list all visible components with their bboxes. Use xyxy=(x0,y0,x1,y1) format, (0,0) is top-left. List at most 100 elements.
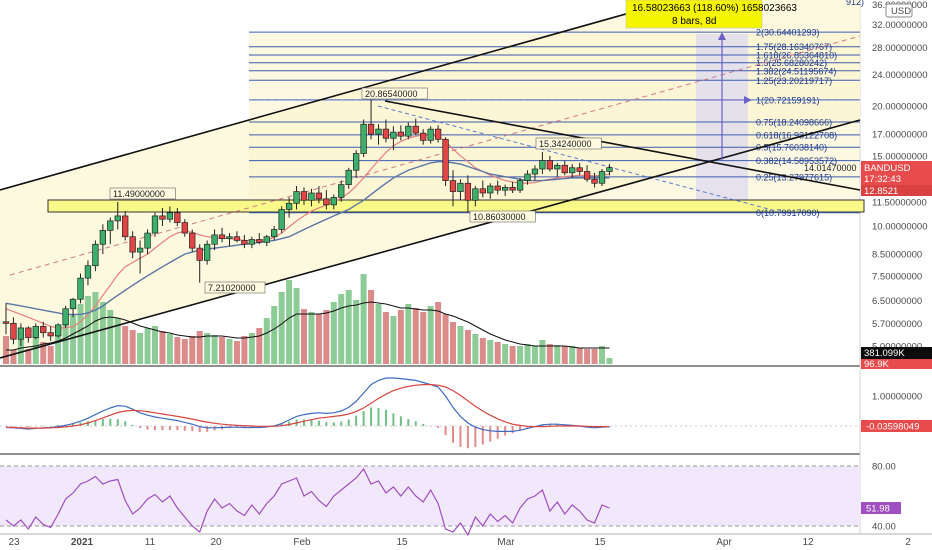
candle-down xyxy=(434,128,442,140)
low-label: 7.21020000 xyxy=(208,283,256,293)
candle-up xyxy=(248,239,256,245)
volume-bar xyxy=(92,292,99,364)
rsi-layer xyxy=(5,467,610,537)
fib-level-label: 0.5(15.76038140) xyxy=(756,143,827,153)
jan-high-label-box xyxy=(109,187,176,200)
candle-down xyxy=(40,326,47,334)
candle-up xyxy=(390,131,397,139)
volume-bar xyxy=(293,288,300,364)
volume-bar xyxy=(494,342,501,364)
price-tick-label: 11.50000000 xyxy=(872,197,927,208)
macd-hist-bar xyxy=(459,426,462,447)
fib-level-label: 1.382(24.51195674) xyxy=(756,66,836,76)
candle-down xyxy=(181,222,188,234)
fib-level-label: 1(20.72159191) xyxy=(756,95,820,105)
macd-hist-bar xyxy=(57,425,60,426)
price-tick-label: 24.00000000 xyxy=(872,70,927,81)
macd-hist-bar xyxy=(519,426,522,431)
volume-bar xyxy=(77,304,84,364)
macd-hist-bar xyxy=(548,423,551,426)
time-tick-label: 20 xyxy=(210,537,222,548)
candle-up xyxy=(569,167,576,174)
volume-bar xyxy=(323,310,330,364)
volume-bar xyxy=(405,304,412,364)
candle-up xyxy=(92,243,99,267)
rsi-value-tag xyxy=(861,502,901,515)
volume-bar xyxy=(241,336,248,364)
volume-bar xyxy=(569,346,576,364)
candle-down xyxy=(323,198,330,206)
candle-down xyxy=(300,191,308,201)
time-tick-label: Mar xyxy=(497,537,515,548)
candle-up xyxy=(502,187,509,191)
macd-hist-bar xyxy=(168,426,171,431)
macd-hist-bar xyxy=(511,426,514,434)
volume-bar xyxy=(502,344,509,364)
volume-bar xyxy=(591,349,598,364)
candle-up xyxy=(345,169,352,185)
candle-up xyxy=(166,212,174,220)
volume-bar xyxy=(345,290,352,364)
volume-bar xyxy=(397,310,404,364)
fib-level-label: 1.5(25.68280242) xyxy=(756,58,827,68)
candle-up xyxy=(99,230,107,245)
volume-bar xyxy=(368,290,375,364)
volume-bar xyxy=(233,341,240,364)
candle-up xyxy=(263,236,270,243)
volume-bar xyxy=(159,331,166,364)
candle-down xyxy=(494,185,501,191)
price-tick-label: 5.70000000 xyxy=(872,319,922,330)
macd-hist-bar xyxy=(288,421,291,426)
volume-bar xyxy=(204,333,211,364)
prev-price-label: 12.8521 xyxy=(864,186,898,197)
candle-up xyxy=(114,215,121,222)
volume-bar xyxy=(330,302,337,364)
volume-bar xyxy=(211,335,218,364)
candle-up xyxy=(32,326,39,338)
candle-layer xyxy=(2,98,613,346)
fib-level-label: 1.25(23.20219717) xyxy=(756,76,832,86)
measure-text-2: 8 bars, 8d xyxy=(672,16,716,27)
volume-bar xyxy=(25,349,32,364)
volume-bar xyxy=(84,296,91,364)
volume-bar xyxy=(286,280,293,364)
symbol-tag: BANDUSD xyxy=(864,163,911,174)
moving-average-layer xyxy=(5,134,610,329)
candle-down xyxy=(315,192,323,200)
candle-up xyxy=(204,243,211,261)
fib-level-label: 0.75(18.24098666) xyxy=(756,117,832,127)
macd-hist-bar xyxy=(42,425,45,427)
volume-bar xyxy=(70,314,77,364)
candle-down xyxy=(449,180,457,192)
price-tick-label: 17.00000000 xyxy=(872,130,927,141)
volume-bar xyxy=(584,349,591,364)
macd-hist-bar xyxy=(154,426,156,431)
volume-bar xyxy=(472,334,479,364)
rsi-line xyxy=(5,467,610,537)
candle-down xyxy=(442,138,449,181)
price-tick-label: 6.50000000 xyxy=(872,296,922,307)
macd-hist-bar xyxy=(109,418,112,426)
macd-hist-bar xyxy=(556,424,559,426)
volume-bar xyxy=(524,344,531,364)
macd-hist-bar xyxy=(139,426,142,429)
candle-down xyxy=(233,236,241,241)
volume-bar xyxy=(129,330,136,364)
mar-high-label-box xyxy=(535,137,602,150)
price-axis: 36.0000000032.0000000028.0000000024.0000… xyxy=(804,0,932,533)
candle-down xyxy=(122,215,129,238)
volume-bar xyxy=(174,337,181,364)
macd-hist-bar xyxy=(414,421,417,426)
channel-lower-line xyxy=(0,119,861,359)
ma-fast-line xyxy=(5,134,610,329)
volume-bar xyxy=(263,318,270,364)
volume-bar xyxy=(375,304,382,364)
candle-down xyxy=(412,125,419,134)
volume-bar xyxy=(107,310,114,364)
macd-hist-bar xyxy=(206,426,209,432)
volume-bar xyxy=(487,340,494,364)
candle-up xyxy=(226,236,233,239)
rsi-tick-label: 40.00 xyxy=(872,522,896,533)
macd-hist-bar xyxy=(407,419,410,426)
